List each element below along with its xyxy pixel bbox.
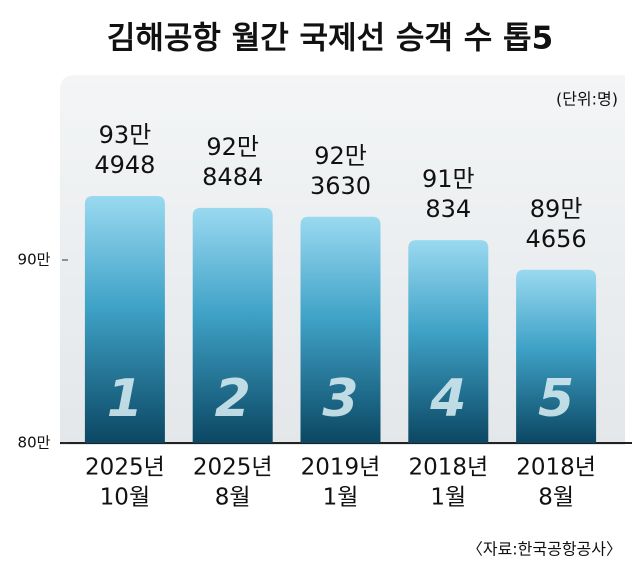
value-label: 834 xyxy=(425,195,471,223)
bar xyxy=(408,240,489,443)
bar xyxy=(84,196,165,443)
x-tick-label: 2018년 xyxy=(516,455,596,481)
unit-label: (단위:명) xyxy=(556,90,618,109)
value-label: 89만 xyxy=(530,195,583,223)
x-tick-label: 8월 xyxy=(538,485,574,511)
x-tick-label: 10월 xyxy=(100,485,150,511)
y-tick-label: 90만 xyxy=(18,251,51,269)
x-tick-label: 8월 xyxy=(215,485,251,511)
rank-label: 2 xyxy=(215,369,251,429)
x-tick-label: 2025년 xyxy=(85,455,165,481)
bar xyxy=(516,269,597,443)
value-label: 3630 xyxy=(310,172,371,200)
x-tick-label: 2025년 xyxy=(193,455,273,481)
y-tick-label: 80만 xyxy=(18,434,51,452)
value-label: 92만 xyxy=(206,133,259,161)
value-label: 91만 xyxy=(422,165,475,193)
value-label: 4656 xyxy=(526,225,587,253)
source-label: 〈자료:한국공항공사〉 xyxy=(467,540,622,559)
rank-label: 3 xyxy=(322,369,358,429)
bar xyxy=(192,207,273,443)
value-label: 92만 xyxy=(314,142,367,170)
bar xyxy=(300,216,381,443)
value-label: 8484 xyxy=(202,163,263,191)
rank-label: 4 xyxy=(429,369,466,429)
x-tick-label: 1월 xyxy=(323,485,359,511)
x-tick-label: 2018년 xyxy=(408,455,488,481)
x-tick-label: 1월 xyxy=(430,485,466,511)
x-tick-label: 2019년 xyxy=(301,455,381,481)
value-label: 93만 xyxy=(99,121,152,149)
chart-title: 김해공항 월간 국제선 승객 수 톱5 xyxy=(107,21,553,57)
rank-label: 5 xyxy=(538,369,574,429)
rank-label: 1 xyxy=(107,369,143,429)
value-label: 4948 xyxy=(94,151,155,179)
